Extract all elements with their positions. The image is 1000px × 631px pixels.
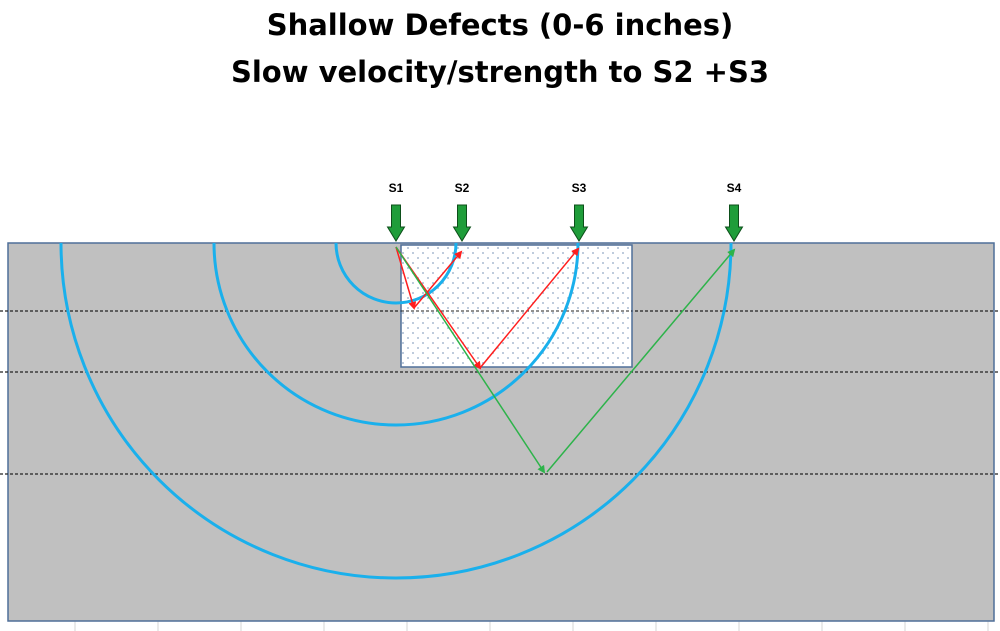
sensor-s2: S2 <box>452 181 472 242</box>
diagram-title-line-1: Shallow Defects (0-6 inches) <box>266 8 734 42</box>
wavefront-arc-medium <box>212 243 580 427</box>
bottom-gridline-ticks <box>74 621 989 631</box>
red-ray-s1-down-short <box>395 246 417 310</box>
wavefront-arc-large <box>59 243 733 580</box>
red-ray-up-to-s2 <box>413 250 463 309</box>
down-arrow-icon <box>569 204 589 242</box>
sensor-s1: S1 <box>386 181 406 242</box>
down-arrow-icon <box>724 204 744 242</box>
green-ray-up-to-s4 <box>546 248 736 473</box>
down-arrow-icon <box>452 204 472 242</box>
wavefront-arc-small <box>334 243 458 305</box>
green-ray-s1-down <box>395 246 546 474</box>
sensor-s4: S4 <box>724 181 744 242</box>
sensor-label: S2 <box>455 181 470 195</box>
sensor-s3: S3 <box>569 181 589 242</box>
down-arrow-icon <box>386 204 406 242</box>
sensor-label: S1 <box>389 181 404 195</box>
green-ray-paths <box>395 246 736 474</box>
sensor-label: S3 <box>572 181 587 195</box>
shallow-defect-zone <box>400 244 633 368</box>
red-ray-up-to-s3 <box>479 247 580 369</box>
wavefronts <box>59 243 733 580</box>
sensor-label: S4 <box>727 181 742 195</box>
diagram-title-line-2: Slow velocity/strength to S2 +S3 <box>230 55 770 89</box>
